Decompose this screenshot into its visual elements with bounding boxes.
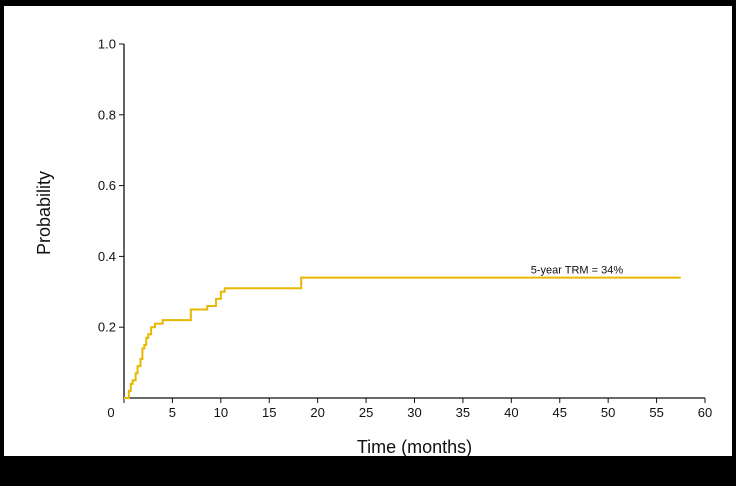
y-tick-label: 0.6 <box>98 178 116 193</box>
x-tick-label: 10 <box>214 405 228 420</box>
x-tick-label: 40 <box>504 405 518 420</box>
chart: 0 5 10 15 20 25 30 35 40 45 50 55 60 0.2 0.4 0.6 0.8 1.0 T… <box>4 6 732 456</box>
y-axis-title: Probability <box>34 171 54 255</box>
x-tick-label: 0 <box>107 405 114 420</box>
x-tick-label: 20 <box>310 405 324 420</box>
x-tick-label: 5 <box>169 405 176 420</box>
x-tick-label: 45 <box>553 405 567 420</box>
x-axis-title: Time (months) <box>357 437 472 456</box>
chart-panel: 0 5 10 15 20 25 30 35 40 45 50 55 60 0.2 0.4 0.6 0.8 1.0 T… <box>4 6 732 456</box>
x-tick-label: 15 <box>262 405 276 420</box>
x-tick-label: 55 <box>649 405 663 420</box>
x-tick-label: 25 <box>359 405 373 420</box>
y-tick-label: 0.4 <box>98 249 116 264</box>
trm-annotation: 5-year TRM = 34% <box>531 265 624 277</box>
cumulative-incidence-line <box>124 278 681 398</box>
y-tick-label: 0.8 <box>98 107 116 122</box>
x-tick-label: 35 <box>456 405 470 420</box>
y-tick-label: 1.0 <box>98 37 116 52</box>
x-tick-label: 60 <box>698 405 712 420</box>
x-tick-label: 30 <box>407 405 421 420</box>
x-tick-label: 50 <box>601 405 615 420</box>
y-tick-label: 0.2 <box>98 320 116 335</box>
